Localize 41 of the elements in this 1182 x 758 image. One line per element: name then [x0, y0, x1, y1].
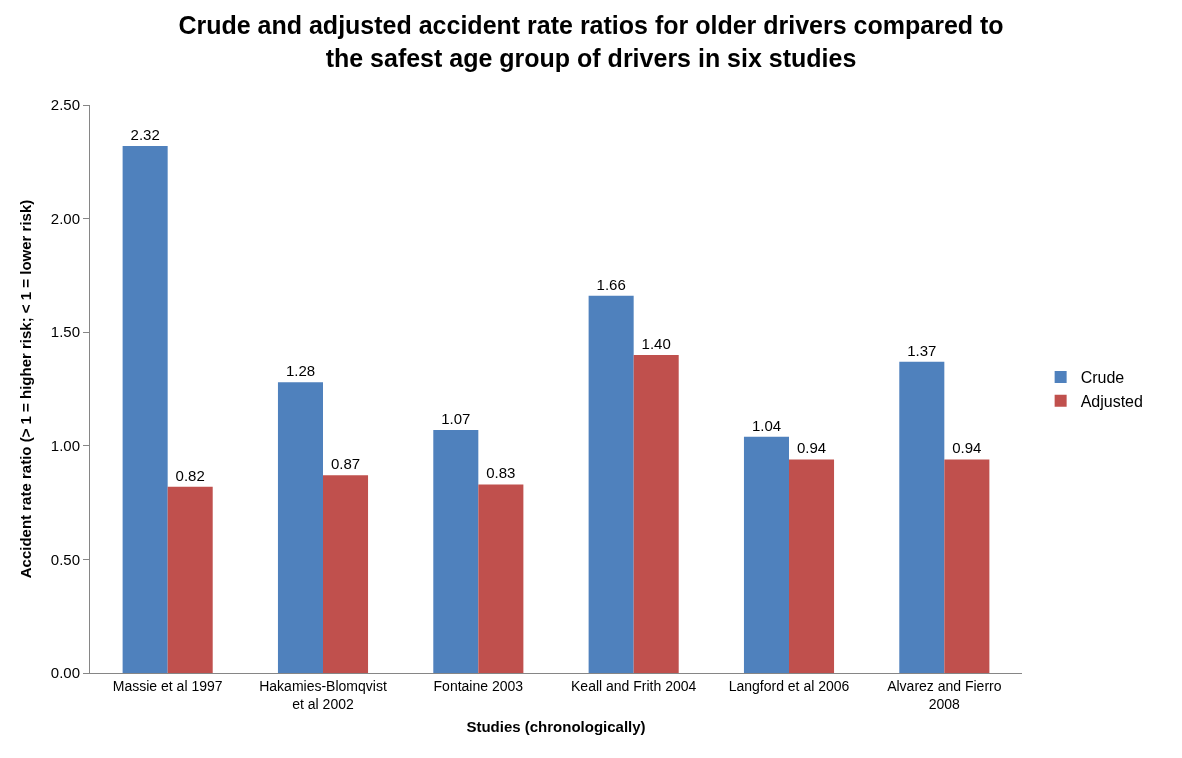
bar: [478, 484, 524, 673]
y-tick-label: 1.00: [50, 437, 80, 455]
bar: [743, 436, 789, 673]
y-axis-title: Accident rate ratio (> 1 = higher risk; < 1 = lower risk): [17, 199, 35, 579]
bar: [277, 382, 323, 673]
bar: [323, 475, 369, 673]
x-axis-title: Studies (chronologically): [466, 718, 646, 735]
y-tick-label: 0.00: [50, 664, 80, 682]
data-label: 1.28: [285, 362, 316, 380]
legend-label: Crude: [1080, 369, 1125, 387]
bar: [633, 354, 679, 673]
data-label: 0.94: [952, 439, 982, 457]
bar: [167, 486, 213, 673]
y-tick-label: 1.50: [50, 323, 80, 341]
x-tick-label: Alvarez and Fierro 2008: [887, 677, 1002, 712]
data-label: 1.66: [596, 275, 626, 293]
data-label: 2.32: [130, 125, 160, 143]
y-tick-label: 0.50: [50, 550, 80, 568]
x-tick-label: Keall and Frith 2004: [571, 677, 697, 694]
bar: [944, 459, 990, 673]
data-label: 1.07: [441, 409, 471, 427]
data-label: 1.04: [751, 416, 782, 434]
bar: [588, 295, 634, 673]
x-tick-label: Langford et al 2006: [728, 677, 850, 694]
data-label: 1.37: [907, 341, 937, 359]
chart-title: Crude and adjusted accident rate ratios for older drivers compared to the safest age group of drivers in six studies: [178, 11, 1004, 72]
bar: [122, 145, 168, 673]
bar: [789, 459, 835, 673]
x-tick-label: Hakamies-Blomqvist et al 2002: [259, 677, 387, 712]
y-tick-label: 2.50: [50, 96, 80, 114]
data-label: 1.40: [641, 334, 671, 352]
data-label: 0.83: [486, 464, 516, 482]
x-tick-label: Fontaine 2003: [433, 677, 524, 694]
data-label: 0.82: [175, 466, 205, 484]
bar: [433, 429, 479, 673]
x-tick-label: Massie et al 1997: [112, 677, 223, 694]
bar: [899, 361, 945, 673]
data-label: 0.94: [796, 439, 827, 457]
y-tick-label: 2.00: [50, 209, 80, 227]
data-label: 0.87: [330, 455, 361, 473]
legend-label: Adjusted: [1080, 392, 1143, 410]
